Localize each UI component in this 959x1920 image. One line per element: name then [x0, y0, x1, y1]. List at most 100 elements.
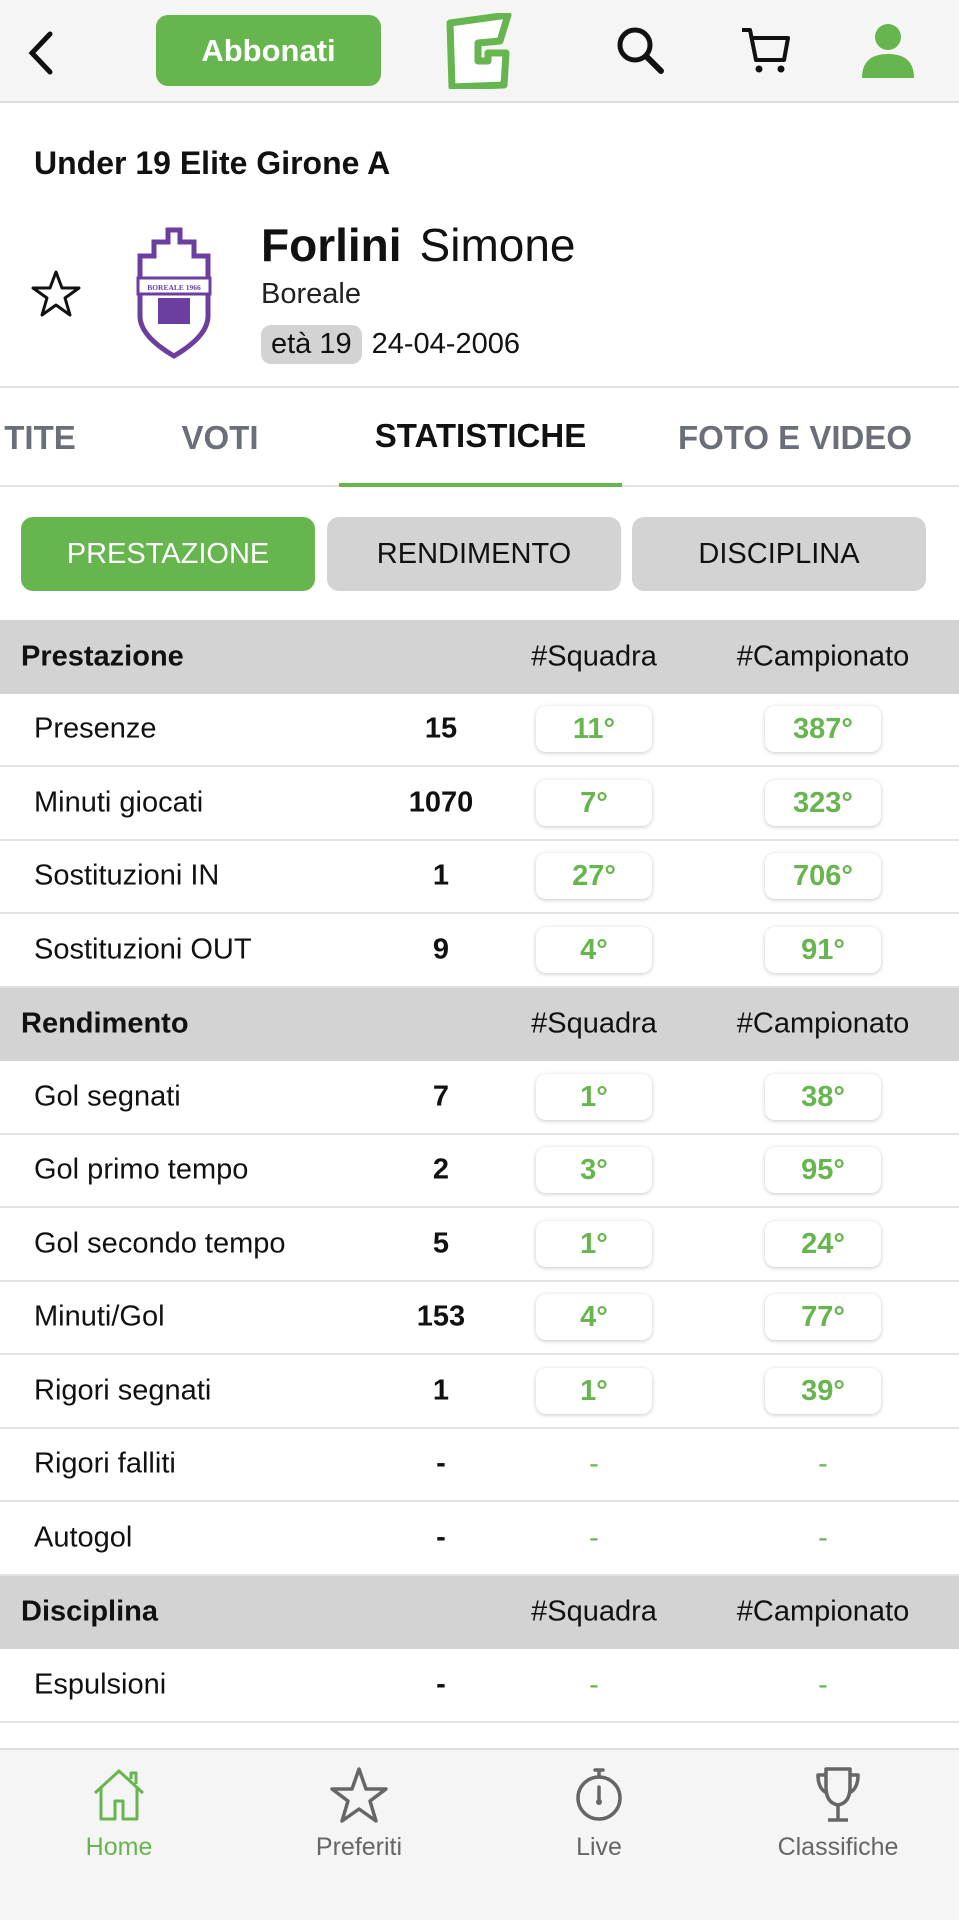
table-row: Presenze 15 11° 387° — [0, 694, 959, 767]
subscribe-button[interactable]: Abbonati — [156, 15, 381, 86]
stat-label: Minuti/Gol — [34, 1300, 165, 1333]
league-title: Under 19 Elite Girone A — [34, 145, 391, 181]
table-row: Sostituzioni IN 1 27° 706° — [0, 841, 959, 914]
stat-value: 1 — [432, 1374, 450, 1407]
segment-rendimento[interactable]: RENDIMENTO — [327, 517, 621, 591]
league-rank-badge: - — [765, 1661, 881, 1708]
stat-label: Gol primo tempo — [34, 1153, 249, 1186]
league-rank-header: #Campionato — [736, 1007, 910, 1040]
stat-label: Rigori falliti — [34, 1447, 176, 1480]
tab-partite[interactable]: TITE — [4, 418, 76, 456]
favorite-star-icon[interactable] — [30, 268, 82, 320]
stat-label: Autogol — [34, 1521, 133, 1554]
stat-label: Minuti giocati — [34, 786, 204, 819]
stats-table: Prestazione #Squadra #Campionato Presenz… — [0, 620, 959, 1723]
league-rank-badge: 323° — [765, 779, 881, 826]
stat-label: Espulsioni — [34, 1668, 167, 1701]
stat-label: Gol secondo tempo — [34, 1227, 286, 1260]
team-rank-badge: - — [536, 1441, 652, 1488]
stat-label: Sostituzioni OUT — [34, 933, 252, 966]
stat-value: 1 — [432, 859, 450, 892]
section-title: Prestazione — [21, 640, 184, 673]
stat-label: Rigori segnati — [34, 1374, 212, 1407]
nav-home[interactable]: Home — [19, 1765, 219, 1862]
player-first-name: Simone — [419, 219, 576, 271]
league-rank-badge: 39° — [765, 1367, 881, 1414]
nav-live[interactable]: Live — [499, 1765, 699, 1862]
player-age-row: età 19 24-04-2006 — [261, 325, 520, 364]
table-row: Rigori segnati 1 1° 39° — [0, 1355, 959, 1429]
top-bar: Abbonati — [0, 0, 959, 103]
team-rank-badge: 7° — [536, 779, 652, 826]
league-rank-badge: - — [765, 1514, 881, 1561]
stat-value: 1070 — [408, 786, 474, 819]
trophy-icon — [816, 1767, 860, 1822]
team-rank-badge: 1° — [536, 1367, 652, 1414]
table-row: Minuti giocati 1070 7° 323° — [0, 767, 959, 841]
age-badge: età 19 — [261, 325, 362, 364]
cart-icon[interactable] — [738, 22, 794, 78]
league-rank-badge: 24° — [765, 1220, 881, 1267]
stat-value: 15 — [424, 712, 458, 745]
crest-text: BOREALE 1966 — [147, 283, 201, 292]
league-rank-badge: 387° — [765, 706, 881, 753]
team-rank-header: #Squadra — [531, 1007, 657, 1040]
tab-statistiche[interactable]: STATISTICHE — [339, 388, 622, 487]
nav-classifiche[interactable]: Classifiche — [738, 1765, 938, 1862]
back-icon[interactable] — [20, 28, 60, 78]
section-header: Prestazione #Squadra #Campionato — [0, 620, 959, 694]
team-crest: BOREALE 1966 — [136, 227, 212, 359]
team-rank-badge: 27° — [536, 853, 652, 900]
stat-value: - — [436, 1668, 446, 1701]
stopwatch-icon — [576, 1768, 622, 1821]
table-row: Gol primo tempo 2 3° 95° — [0, 1135, 959, 1208]
nav-label: Live — [576, 1833, 622, 1861]
team-rank-header: #Squadra — [531, 1595, 657, 1628]
player-name: Forlini Simone — [261, 218, 576, 272]
stat-value: - — [436, 1521, 446, 1554]
section-title: Disciplina — [21, 1595, 158, 1628]
tab-voti[interactable]: VOTI — [181, 418, 259, 456]
brand-logo[interactable] — [442, 13, 516, 89]
section-header: Disciplina #Squadra #Campionato — [0, 1575, 959, 1649]
stat-label: Gol segnati — [34, 1080, 181, 1113]
stat-value: 5 — [432, 1227, 450, 1260]
segment-disciplina[interactable]: DISCIPLINA — [632, 517, 926, 591]
table-row: Minuti/Gol 153 4° 77° — [0, 1282, 959, 1355]
nav-label: Classifiche — [777, 1833, 899, 1861]
team-rank-badge: - — [536, 1514, 652, 1561]
league-rank-badge: 706° — [765, 853, 881, 900]
stat-value: 7 — [432, 1080, 450, 1113]
player-team[interactable]: Boreale — [261, 278, 361, 310]
league-rank-header: #Campionato — [736, 1595, 910, 1628]
tab-bar: TITE VOTI STATISTICHE FOTO E VIDEO — [0, 386, 959, 487]
team-rank-badge: 4° — [536, 926, 652, 973]
player-surname: Forlini — [261, 219, 402, 271]
team-rank-badge: 3° — [536, 1147, 652, 1194]
league-rank-badge: 95° — [765, 1147, 881, 1194]
tab-foto-e-video[interactable]: FOTO E VIDEO — [677, 418, 913, 456]
nav-label: Preferiti — [315, 1833, 403, 1861]
team-rank-badge: 1° — [536, 1220, 652, 1267]
team-rank-badge: 11° — [536, 706, 652, 753]
star-icon — [330, 1767, 388, 1823]
stat-label: Presenze — [34, 712, 157, 745]
nav-label: Home — [85, 1833, 153, 1861]
search-icon[interactable] — [612, 22, 668, 78]
team-rank-badge: - — [536, 1661, 652, 1708]
team-rank-badge: 4° — [536, 1294, 652, 1341]
segment-prestazione[interactable]: PRESTAZIONE — [21, 517, 315, 591]
league-rank-badge: 38° — [765, 1073, 881, 1120]
section-title: Rendimento — [21, 1007, 189, 1040]
user-icon[interactable] — [858, 20, 918, 80]
nav-preferiti[interactable]: Preferiti — [259, 1765, 459, 1862]
team-rank-header: #Squadra — [531, 640, 657, 673]
stat-value: - — [436, 1447, 446, 1480]
stat-value: 9 — [432, 933, 450, 966]
table-row: Gol segnati 7 1° 38° — [0, 1061, 959, 1135]
stat-label: Sostituzioni IN — [34, 859, 220, 892]
table-row: Espulsioni - - - — [0, 1649, 959, 1723]
table-row: Gol secondo tempo 5 1° 24° — [0, 1208, 959, 1282]
stat-value: 153 — [416, 1300, 466, 1333]
team-rank-badge: 1° — [536, 1073, 652, 1120]
